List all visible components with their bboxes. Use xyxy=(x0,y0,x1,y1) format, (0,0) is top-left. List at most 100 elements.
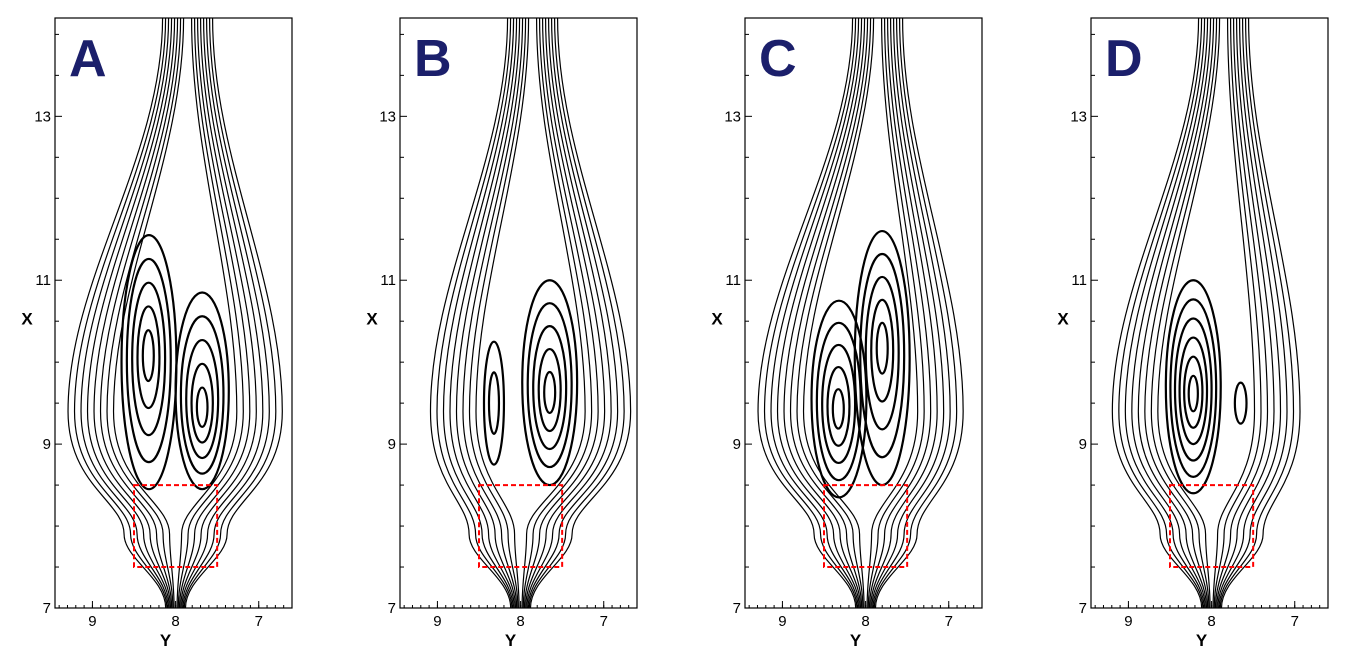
body-region-outline xyxy=(478,484,564,569)
y-tick-label: 9 xyxy=(1079,436,1087,453)
x-tick-label: 8 xyxy=(1207,613,1215,630)
y-axis-title: X xyxy=(711,309,723,328)
y-tick-label: 11 xyxy=(1071,272,1087,289)
x-tick-label: 7 xyxy=(600,613,608,630)
panel-letter: A xyxy=(69,30,107,88)
streamline xyxy=(870,18,938,608)
plot-frame xyxy=(54,17,293,609)
streamline xyxy=(868,18,932,608)
streamline xyxy=(802,18,875,608)
plot-frame xyxy=(1090,17,1329,609)
vortex-contour xyxy=(131,281,167,437)
x-axis-title: Y xyxy=(160,631,172,650)
x-tick-label: 9 xyxy=(88,613,96,630)
streamline xyxy=(455,18,521,608)
streamline xyxy=(112,18,185,608)
vortex-right xyxy=(1233,381,1248,425)
streamline xyxy=(475,18,530,608)
y-tick-label: 11 xyxy=(725,272,741,289)
vortex-left xyxy=(120,234,178,491)
streamline xyxy=(527,18,619,608)
streamline xyxy=(1216,18,1275,608)
vortex-contour xyxy=(537,347,562,433)
vortex-contour xyxy=(487,371,501,435)
y-axis-title: X xyxy=(366,309,378,328)
plot-frame xyxy=(744,17,983,609)
vortex-contour xyxy=(815,321,862,482)
streamlines xyxy=(1111,18,1301,608)
vortex-contour xyxy=(826,365,851,447)
vortex-left xyxy=(1164,279,1222,495)
vortex-contour xyxy=(141,329,155,383)
streamlines xyxy=(757,18,964,608)
panel-b: 7 9 11 13 9 8 7 Y X B xyxy=(366,17,638,650)
streamline xyxy=(442,18,515,608)
vortex-contour xyxy=(543,370,557,415)
body-region-outline xyxy=(823,484,909,569)
streamline xyxy=(1212,18,1256,608)
x-tick-label: 9 xyxy=(778,613,786,630)
y-axis-title: X xyxy=(21,309,33,328)
x-tick-label: 9 xyxy=(433,613,441,630)
vortex-left xyxy=(482,340,506,466)
x-axis-title: Y xyxy=(1196,631,1208,650)
vortex-contour xyxy=(1173,317,1213,462)
panel-letter: D xyxy=(1105,30,1143,88)
vortex-contour xyxy=(190,362,214,444)
streamline xyxy=(80,18,170,608)
streamline xyxy=(449,18,518,608)
streamline xyxy=(796,18,872,608)
streamline xyxy=(873,18,958,608)
vortex-contour xyxy=(810,299,868,499)
vortex-contour xyxy=(1187,374,1199,413)
y-tick-label: 13 xyxy=(379,108,396,125)
streamline xyxy=(1218,18,1288,608)
streamline xyxy=(1214,18,1269,608)
vortex-contour xyxy=(136,305,161,410)
streamline xyxy=(1219,18,1295,608)
vortex-contour xyxy=(821,343,857,465)
vortex-contour xyxy=(521,279,579,487)
y-tick-label: 7 xyxy=(1079,600,1087,617)
vortex-contour xyxy=(125,257,172,464)
streamline xyxy=(177,18,244,608)
body-region-outline xyxy=(1169,484,1255,569)
streamline xyxy=(1144,18,1215,608)
streamline xyxy=(180,18,257,608)
y-tick-label: 7 xyxy=(43,600,51,617)
y-tick-label: 7 xyxy=(733,600,741,617)
x-axis-title: Y xyxy=(505,631,517,650)
y-tick-label: 11 xyxy=(35,272,51,289)
x-tick-label: 9 xyxy=(1124,613,1132,630)
streamline xyxy=(867,18,925,608)
vortex-contour xyxy=(1169,298,1218,478)
streamline xyxy=(526,18,612,608)
panel-a: 7 9 11 13 9 8 7 Y X A xyxy=(21,17,293,650)
streamline xyxy=(522,18,593,608)
streamline xyxy=(1118,18,1204,608)
streamline xyxy=(99,18,179,608)
y-tick-label: 13 xyxy=(1070,108,1087,125)
streamline xyxy=(866,18,919,608)
streamline xyxy=(528,18,625,608)
y-tick-label: 9 xyxy=(43,436,51,453)
vortex-contour xyxy=(870,298,895,403)
y-tick-label: 11 xyxy=(380,272,396,289)
streamline xyxy=(1217,18,1282,608)
plot-frame xyxy=(399,17,638,609)
streamline xyxy=(182,18,270,608)
vortex-contour xyxy=(532,325,568,451)
streamline xyxy=(1213,18,1262,608)
streamline xyxy=(93,18,176,608)
vortex-contour xyxy=(859,252,906,459)
vortex-contour xyxy=(526,302,573,469)
x-tick-label: 8 xyxy=(516,613,524,630)
vortex-left xyxy=(810,299,868,499)
streamline xyxy=(757,18,857,608)
streamline xyxy=(183,18,277,608)
vortex-contour xyxy=(174,291,230,491)
streamlines xyxy=(429,18,632,608)
vortex-contour xyxy=(1233,381,1248,425)
x-tick-label: 8 xyxy=(861,613,869,630)
